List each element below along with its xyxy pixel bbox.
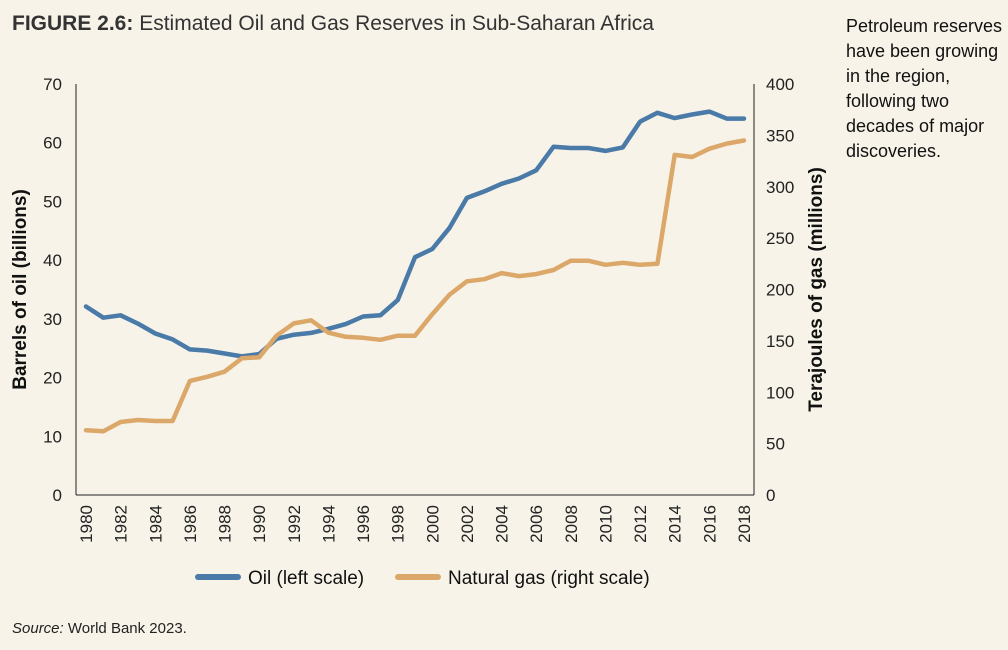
series-lines: [83, 109, 747, 434]
left-tick-label: 20: [43, 369, 62, 388]
source-note: Source: World Bank 2023.: [12, 620, 187, 637]
x-tick-labels: 1980 1982 1984 1986 1988 1990 1992 1994 1996 1998…: [77, 505, 754, 543]
legend-label-oil: Oil (left scale): [248, 568, 364, 589]
x-tick-label: 2014: [666, 505, 685, 543]
x-tick-label: 2000: [423, 505, 442, 543]
figure-title: FIGURE 2.6: Estimated Oil and Gas Reserv…: [12, 12, 654, 36]
left-tick-label: 30: [43, 310, 62, 329]
x-tick-label: 2010: [596, 505, 615, 543]
x-tick-label: 2008: [562, 505, 581, 543]
right-tick-labels: 0 50 100 150 200 250 300 350 400: [766, 75, 794, 505]
left-tick-label: 70: [43, 75, 62, 94]
axes: [75, 84, 755, 496]
x-tick-label: 1980: [77, 505, 96, 543]
right-tick-label: 200: [766, 281, 794, 300]
right-tick-label: 300: [766, 178, 794, 197]
left-tick-labels: 0 10 20 30 40 50 60 70: [43, 75, 62, 505]
left-tick-label: 40: [43, 251, 62, 270]
x-tick-label: 1992: [285, 505, 304, 543]
x-tick-label: 2012: [631, 505, 650, 543]
source-label: Source:: [12, 620, 64, 637]
figure-label: FIGURE 2.6:: [12, 12, 134, 35]
x-tick-label: 1990: [250, 505, 269, 543]
x-tick-label: 2016: [700, 505, 719, 543]
right-tick-label: 0: [766, 486, 775, 505]
x-tick-label: 1994: [319, 505, 338, 543]
right-tick-label: 350: [766, 126, 794, 145]
left-tick-label: 10: [43, 427, 62, 446]
x-tick-label: 1996: [354, 505, 373, 543]
right-tick-label: 400: [766, 75, 794, 94]
x-tick-label: 1988: [216, 505, 235, 543]
x-tick-label: 1982: [112, 505, 131, 543]
right-tick-label: 250: [766, 229, 794, 248]
side-note: Petroleum reserves have been growing in …: [846, 16, 1003, 161]
x-tick-label: 1986: [181, 505, 200, 543]
legend: Oil (left scale) Natural gas (right scal…: [195, 568, 650, 589]
right-tick-label: 50: [766, 435, 785, 454]
figure-title-text: Estimated Oil and Gas Reserves in Sub-Sa…: [139, 12, 654, 35]
left-axis-label: Barrels of oil (billions): [10, 189, 31, 390]
left-tick-label: 0: [53, 486, 62, 505]
x-tick-label: 2002: [458, 505, 477, 543]
right-axis-label: Terajoules of gas (millions): [806, 167, 827, 412]
x-tick-label: 2006: [527, 505, 546, 543]
oil-series-line: [83, 109, 747, 359]
right-tick-label: 100: [766, 383, 794, 402]
legend-label-gas: Natural gas (right scale): [448, 568, 650, 589]
x-tick-label: 1984: [146, 505, 165, 543]
right-tick-label: 150: [766, 332, 794, 351]
x-tick-label: 1998: [389, 505, 408, 543]
gas-series-line: [83, 138, 747, 434]
left-tick-label: 60: [43, 134, 62, 153]
source-text: World Bank 2023.: [67, 620, 187, 637]
x-tick-label: 2004: [493, 505, 512, 543]
x-tick-label: 2018: [735, 505, 754, 543]
left-tick-label: 50: [43, 192, 62, 211]
